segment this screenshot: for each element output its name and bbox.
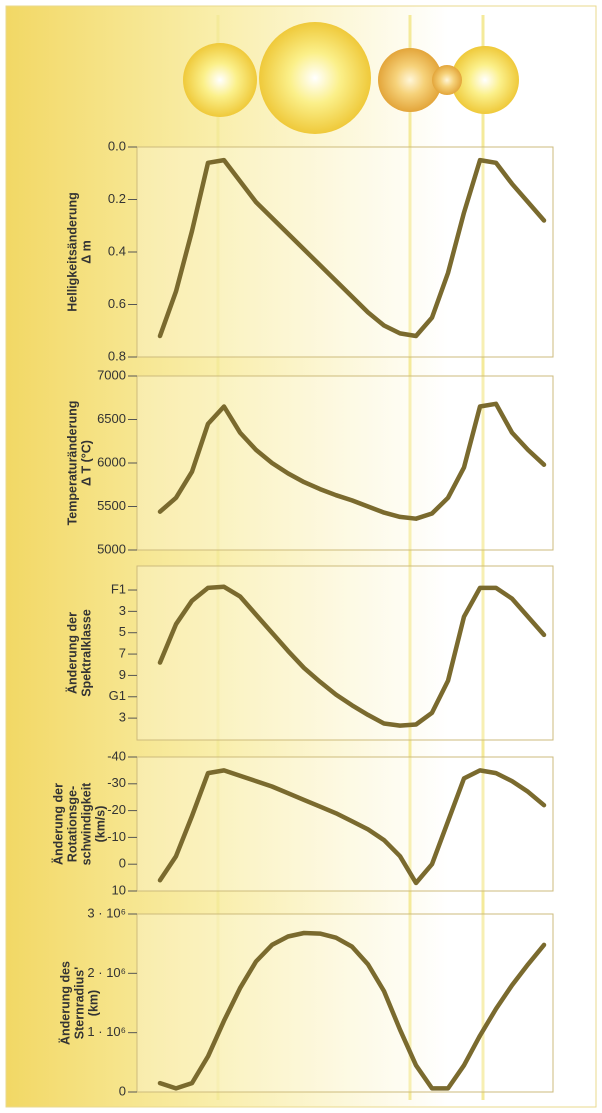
y-tick-label: 0.2 [108,191,126,206]
y-tick-label: F1 [111,581,126,596]
y-tick-label: 3 · 10⁶ [87,905,126,920]
y-axis-label: Rotationsge- [65,786,79,862]
y-tick-label: -40 [107,748,126,763]
y-tick-label: 2 · 10⁶ [87,965,126,980]
data-line [157,768,547,886]
y-tick-label: 9 [119,667,126,682]
y-axis-label: Δ T (°C) [79,440,93,486]
y-axis-label: Spektralklasse [79,609,93,697]
y-tick-label: 0.4 [108,243,126,258]
y-tick-label: 1 · 10⁶ [87,1024,126,1039]
guides [216,15,485,1100]
data-line [157,401,547,521]
y-tick-label: 5 [119,624,126,639]
y-axis-label: Änderung des [57,961,72,1045]
plot-frame [136,756,554,892]
y-tick-label: 0 [119,1083,126,1098]
plot-frame [136,565,554,741]
plot-frame [136,375,554,551]
star [432,65,462,95]
y-axis-label: Änderung der [50,783,65,865]
y-axis-label: Temperaturänderung [65,401,79,526]
y-tick-label: 0.8 [108,348,126,363]
y-tick-label: G1 [109,688,126,703]
y-tick-label: 5000 [97,541,126,556]
y-tick-label: 0 [119,856,126,871]
star [259,22,371,134]
y-axis-label: (km/s) [93,806,107,843]
y-axis-label: Änderung der [64,612,79,694]
stars [183,22,519,134]
plot-frame [136,146,554,358]
y-tick-label: 3 [119,603,126,618]
y-tick-label: -20 [107,802,126,817]
y-tick-label: 0.0 [108,138,126,153]
y-axis-label: schwindigkeit [79,782,93,865]
y-tick-label: 5500 [97,498,126,513]
y-tick-label: 10 [112,882,126,897]
data-line [157,930,547,1091]
y-tick-label: 7 [119,646,126,661]
y-axis-label: Δ m [79,240,93,264]
y-axis-label: Helligkeitsänderung [65,192,79,311]
star [378,48,442,112]
y-tick-label: 6000 [97,454,126,469]
data-line [157,584,547,728]
y-tick-label: -10 [107,829,126,844]
background [5,5,597,1108]
y-tick-label: -30 [107,775,126,790]
star [451,46,519,114]
y-tick-label: 3 [119,710,126,725]
data-line [157,157,547,339]
y-tick-label: 6500 [97,411,126,426]
y-axis-label: Sternradius' [72,967,86,1039]
star [183,43,257,117]
y-tick-label: 7000 [97,367,126,382]
y-tick-label: 0.6 [108,296,126,311]
y-axis-label: (km) [86,990,100,1016]
